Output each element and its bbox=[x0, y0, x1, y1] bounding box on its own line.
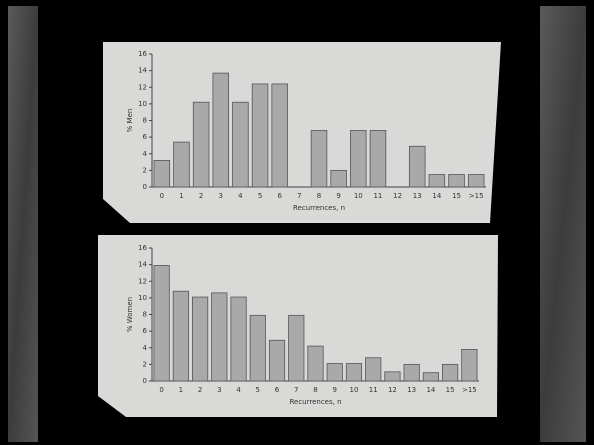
x-tick-label: 13 bbox=[407, 386, 416, 394]
bar bbox=[366, 358, 381, 381]
x-tick-label: 9 bbox=[333, 386, 337, 394]
x-tick-label: 10 bbox=[354, 192, 363, 200]
x-tick-label: 3 bbox=[219, 192, 223, 200]
y-tick-label: 12 bbox=[138, 83, 147, 91]
bar bbox=[331, 170, 347, 187]
y-tick-label: 10 bbox=[138, 100, 147, 108]
x-tick-label: 2 bbox=[199, 192, 203, 200]
x-tick-label: >15 bbox=[462, 386, 477, 394]
y-tick-label: 4 bbox=[143, 150, 148, 158]
y-tick-label: 14 bbox=[138, 261, 147, 269]
bar bbox=[327, 364, 342, 381]
left-panel bbox=[8, 6, 38, 442]
bar bbox=[462, 349, 477, 381]
x-tick-label: 6 bbox=[277, 192, 282, 200]
y-tick-label: 16 bbox=[138, 244, 147, 252]
y-axis-label: % Women bbox=[126, 297, 134, 332]
y-tick-label: 14 bbox=[138, 67, 147, 75]
bar bbox=[173, 291, 188, 381]
y-tick-label: 12 bbox=[138, 277, 147, 285]
x-axis-label: Recurrences, n bbox=[289, 398, 341, 406]
x-tick-label: 9 bbox=[336, 192, 340, 200]
x-tick-label: 8 bbox=[313, 386, 317, 394]
x-tick-label: 5 bbox=[256, 386, 260, 394]
bar bbox=[174, 142, 190, 187]
x-tick-label: 7 bbox=[297, 192, 301, 200]
x-tick-label: 3 bbox=[217, 386, 221, 394]
x-tick-label: 10 bbox=[350, 386, 359, 394]
bar bbox=[409, 146, 425, 187]
x-tick-label: 5 bbox=[258, 192, 262, 200]
x-tick-label: 13 bbox=[413, 192, 422, 200]
x-tick-label: 1 bbox=[179, 386, 183, 394]
x-tick-label: 7 bbox=[294, 386, 298, 394]
bar bbox=[231, 297, 246, 381]
y-tick-label: 6 bbox=[143, 133, 148, 141]
y-tick-label: 2 bbox=[143, 166, 147, 174]
x-tick-label: 12 bbox=[393, 192, 402, 200]
bar bbox=[192, 297, 207, 381]
x-tick-label: 4 bbox=[238, 192, 243, 200]
bar bbox=[213, 73, 229, 187]
x-tick-label: 15 bbox=[446, 386, 455, 394]
bar bbox=[252, 84, 268, 187]
bar bbox=[468, 175, 484, 187]
y-axis-label: % Men bbox=[126, 109, 134, 133]
x-tick-label: 11 bbox=[373, 192, 382, 200]
bar bbox=[233, 102, 249, 187]
bar bbox=[423, 373, 438, 381]
y-tick-label: 8 bbox=[143, 311, 147, 319]
screen: 02468101214160123456789101112131415>15Re… bbox=[0, 0, 594, 445]
x-tick-label: 1 bbox=[179, 192, 183, 200]
bar bbox=[429, 175, 445, 187]
x-tick-label: 11 bbox=[369, 386, 378, 394]
x-tick-label: 14 bbox=[426, 386, 435, 394]
x-tick-label: 12 bbox=[388, 386, 397, 394]
bar bbox=[289, 315, 304, 381]
x-tick-label: 15 bbox=[452, 192, 461, 200]
bar bbox=[442, 364, 457, 381]
bar bbox=[250, 315, 265, 381]
bar bbox=[350, 130, 366, 187]
bar bbox=[272, 84, 288, 187]
x-tick-label: 8 bbox=[317, 192, 321, 200]
y-tick-label: 2 bbox=[143, 360, 147, 368]
bar bbox=[370, 130, 386, 187]
x-tick-label: 0 bbox=[160, 192, 164, 200]
x-tick-label: 6 bbox=[275, 386, 280, 394]
bar bbox=[449, 175, 465, 187]
bar bbox=[346, 364, 361, 381]
right-panel bbox=[540, 6, 586, 442]
bar bbox=[308, 346, 323, 381]
x-tick-label: 2 bbox=[198, 386, 202, 394]
bar bbox=[404, 364, 419, 381]
y-tick-label: 10 bbox=[138, 294, 147, 302]
bar bbox=[385, 372, 400, 381]
x-tick-label: 14 bbox=[432, 192, 441, 200]
bar bbox=[154, 160, 170, 187]
y-tick-label: 4 bbox=[143, 344, 148, 352]
x-axis-label: Recurrences, n bbox=[293, 204, 345, 212]
bar bbox=[269, 340, 284, 381]
bar bbox=[311, 130, 327, 187]
y-tick-label: 16 bbox=[138, 50, 147, 58]
x-tick-label: >15 bbox=[469, 192, 484, 200]
bar bbox=[154, 265, 169, 381]
x-tick-label: 0 bbox=[159, 386, 163, 394]
y-tick-label: 6 bbox=[143, 327, 148, 335]
y-tick-label: 8 bbox=[143, 117, 147, 125]
y-tick-label: 0 bbox=[143, 183, 147, 191]
x-tick-label: 4 bbox=[236, 386, 241, 394]
bar bbox=[212, 293, 227, 381]
y-tick-label: 0 bbox=[143, 377, 147, 385]
bar bbox=[193, 102, 209, 187]
